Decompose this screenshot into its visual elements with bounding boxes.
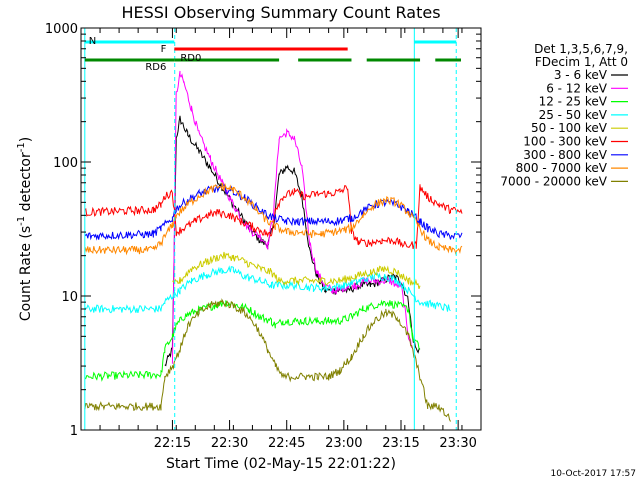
legend-entry-label: 12 - 25 keV [539,95,608,109]
y-axis-label-close: ) [18,137,34,142]
x-tick-label: 23:15 [382,436,419,451]
flag-bars: N F RD0 RD6 [84,36,461,73]
y-axis: 1 10 100 1000 [45,22,481,439]
y-tick-label: 1000 [45,22,78,37]
footer-date: 10-Oct-2017 17:57 [551,469,636,479]
legend-entry-label: 6 - 12 keV [546,81,608,95]
series-line [84,298,451,422]
series-line [164,115,421,367]
flag-label: N [89,36,96,47]
y-tick-label: 10 [61,290,78,305]
legend-entry-label: 800 - 7000 keV [516,161,608,175]
legend-entry-label: 25 - 50 keV [539,108,608,122]
y-axis-label-tail: detector [18,152,34,216]
series-800-7000-kev [84,182,463,256]
x-tick-label: 22:15 [154,436,191,451]
x-axis-label: Start Time (02-May-15 22:01:22) [166,456,396,472]
x-tick-label: 22:45 [268,436,305,451]
series-7000-20000-kev [84,298,451,422]
series-layer [84,70,463,422]
x-tick-label: 23:00 [325,436,362,451]
y-tick-label: 1 [70,424,78,439]
series-line [84,182,463,256]
y-axis-label-sup2: -1 [16,142,27,152]
legend-entry-label: 50 - 100 keV [531,121,608,135]
legend-header-line-1: Det 1,3,5,6,7,9, [534,42,628,56]
legend: Det 1,3,5,6,7,9, FDecim 1, Att 0 3 - 6 k… [500,42,628,188]
legend-entry-label: 300 - 800 keV [523,148,607,162]
y-axis-label-main: Count Rate (s [18,226,34,321]
y-axis-label: Count Rate (s-1 detector-1) [16,137,34,321]
y-tick-label: 100 [53,156,78,171]
event-lines [84,28,457,430]
legend-entry-label: 3 - 6 keV [554,68,608,82]
flag-label: RD0 [180,53,201,64]
plot-frame [80,27,482,431]
series-25-50-kev [84,265,451,314]
series-12-25-kev [84,299,421,382]
legend-entry-label: 7000 - 20000 keV [500,174,607,188]
series-line [84,299,421,382]
y-axis-label-sup: -1 [16,216,27,226]
legend-entry-label: 100 - 300 keV [523,135,607,149]
x-axis: 22:15 22:30 22:45 23:00 23:15 23:30 [99,28,477,451]
series-line [172,251,421,290]
series-50-100-kev [172,251,421,290]
flag-label: RD6 [145,62,166,73]
legend-header-line-2: FDecim 1, Att 0 [535,55,628,69]
chart-title: HESSI Observing Summary Count Rates [121,3,440,22]
series-3-6-kev [164,115,421,367]
x-tick-label: 23:30 [439,436,476,451]
series-line [84,265,451,314]
x-tick-label: 22:30 [211,436,248,451]
flag-label: F [161,44,167,55]
